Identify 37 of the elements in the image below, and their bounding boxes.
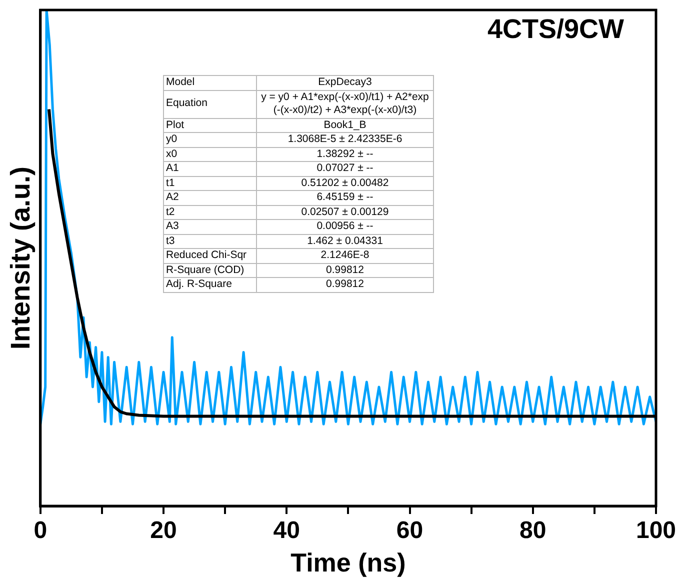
annotation: t2 xyxy=(164,205,256,220)
x-tick-label: 40 xyxy=(273,517,300,544)
annotation: 2.1246E-8 xyxy=(256,248,434,263)
annotation: t1 xyxy=(164,176,256,190)
annotation: R-Square (COD) xyxy=(164,263,256,278)
x-tick-label: 80 xyxy=(520,517,546,544)
annotation: 0.07027 ± -- xyxy=(256,162,434,176)
annotation: Plot xyxy=(164,118,256,132)
annotation: A1 xyxy=(164,162,256,176)
annotation: t3 xyxy=(164,234,256,248)
annotation: y = y0 + A1*exp(-(x-x0)/t1) + A2*exp(-(x-x0)/t2) + A3*exp(-(x-x0)/t3) xyxy=(256,90,434,118)
annotation: ExpDecay3 xyxy=(256,76,434,90)
annotation: y0 xyxy=(164,132,256,147)
chart-title: 4CTS/9CW xyxy=(487,14,624,45)
annotation: Reduced Chi-Sqr xyxy=(164,248,256,263)
annotation: Adj. R-Square xyxy=(164,278,256,292)
annotation: Book1_B xyxy=(256,118,434,132)
annotation: A2 xyxy=(164,190,256,205)
annotation: 1.3068E-5 ± 2.42335E-6 xyxy=(256,132,434,147)
x-axis-title: Time (ns) xyxy=(290,548,406,578)
annotation: 1.462 ± 0.04331 xyxy=(256,234,434,248)
annotation: 0.51202 ± 0.00482 xyxy=(256,176,434,190)
annotation: 0.99812 xyxy=(256,278,434,292)
annotation: x0 xyxy=(164,147,256,162)
annotation: 0.02507 ± 0.00129 xyxy=(256,205,434,220)
x-tick-label: 0 xyxy=(34,517,48,544)
y-axis-title: Intensity (a.u.) xyxy=(6,166,36,350)
annotation: A3 xyxy=(164,220,256,234)
x-tick-label: 20 xyxy=(150,517,177,544)
x-tick-label: 60 xyxy=(396,517,424,544)
annotation: 6.45159 ± -- xyxy=(256,190,434,205)
annotation: Model xyxy=(164,76,256,90)
annotation: Equation xyxy=(164,90,256,118)
annotation: 0.00956 ± -- xyxy=(256,220,434,234)
annotation: 1.38292 ± -- xyxy=(256,147,434,162)
x-tick-label: 100 xyxy=(636,517,676,544)
annotation: 0.99812 xyxy=(256,263,434,278)
